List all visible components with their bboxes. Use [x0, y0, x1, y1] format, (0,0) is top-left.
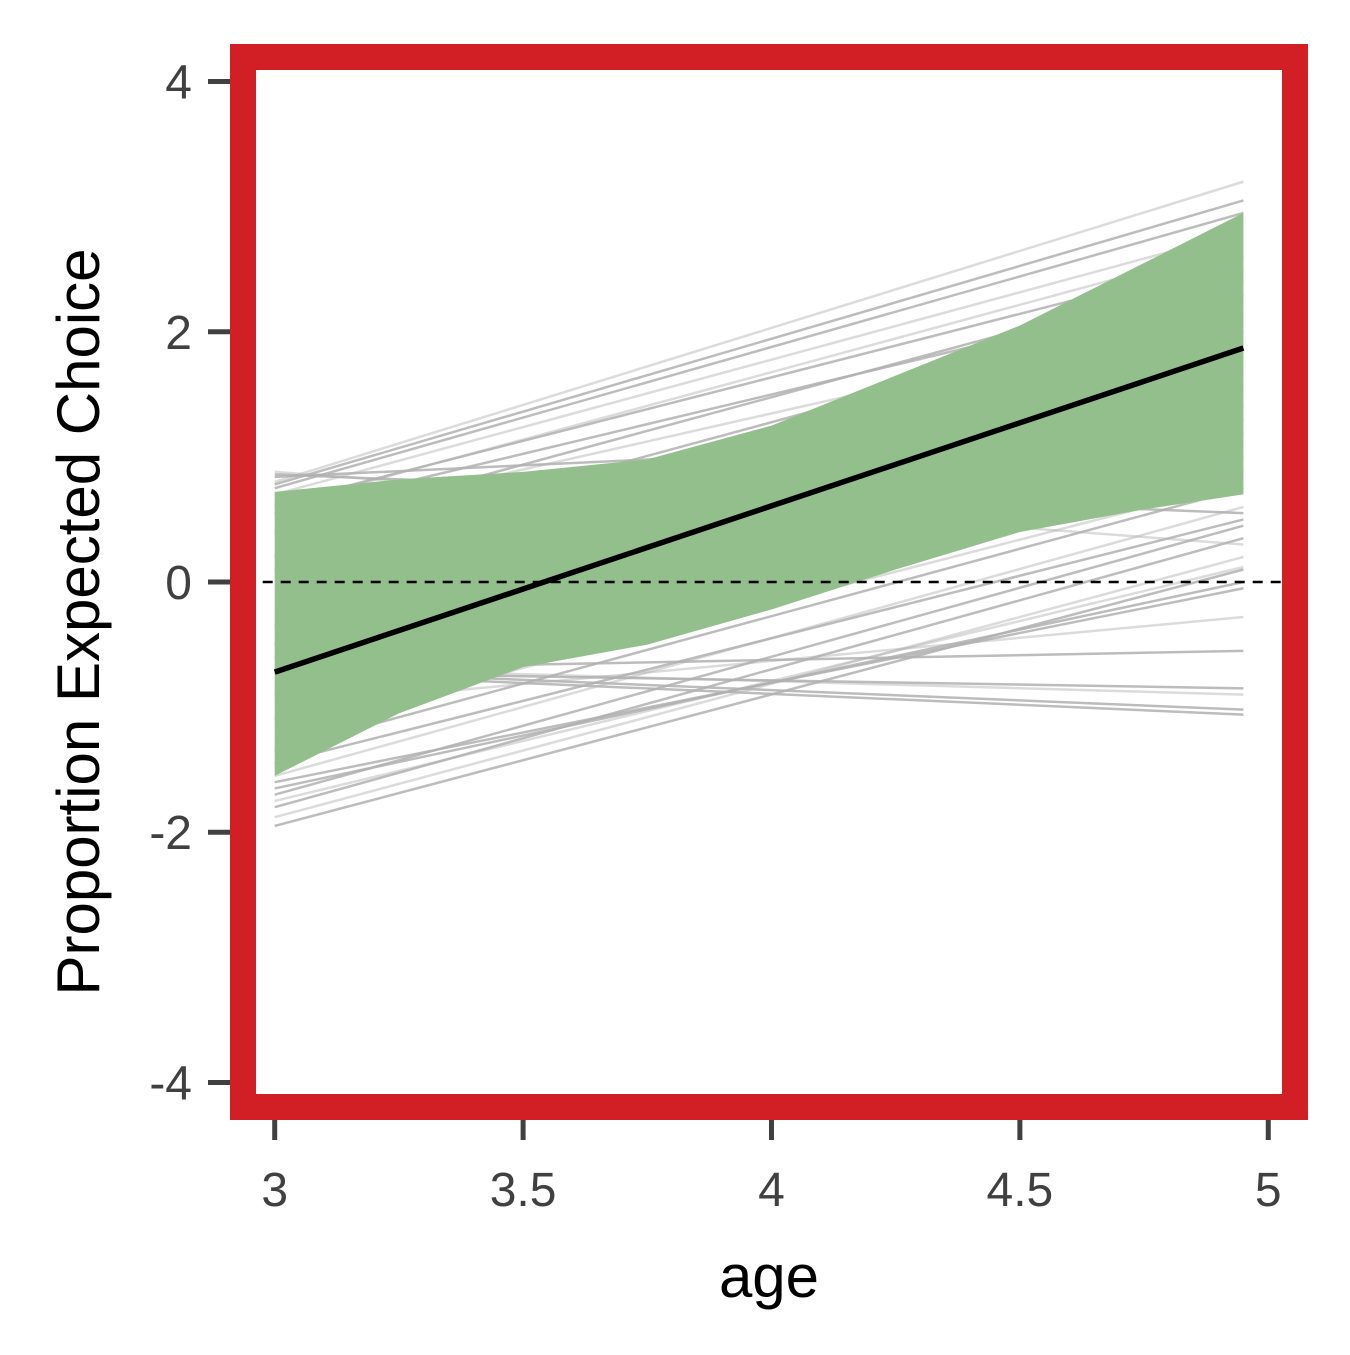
x-tick-label: 3.5 — [490, 1164, 557, 1217]
credible-band — [274, 212, 1244, 776]
posterior-draw-line — [274, 180, 1244, 484]
posterior-draw-line — [274, 568, 1244, 828]
x-tick-label: 4 — [758, 1164, 785, 1217]
credible-band-layer — [274, 212, 1244, 776]
mean-line-layer — [273, 345, 1245, 675]
posterior-draw-line — [274, 242, 1244, 509]
panel-border — [230, 44, 1308, 1120]
panel-frame-layer — [230, 44, 1308, 1120]
y-tick-label: -4 — [149, 1057, 192, 1110]
y-tick-label: 2 — [165, 307, 192, 360]
y-tick-label: 4 — [165, 57, 192, 110]
y-tick-label: 0 — [165, 557, 192, 610]
y-tick-label: -2 — [149, 807, 192, 860]
posterior-draw-line — [274, 555, 1244, 819]
posterior-draw-line — [274, 230, 1244, 496]
y-axis-title: Proportion Expected Choice — [45, 248, 112, 995]
posterior-draw-line — [274, 486, 1244, 753]
posterior-draw-line — [274, 580, 1244, 790]
posterior-draw-line — [274, 199, 1244, 486]
x-axis-title: age — [719, 1243, 819, 1310]
posterior-draw-line — [274, 565, 1244, 803]
posterior-draw-line — [274, 518, 1244, 765]
x-tick-label: 5 — [1255, 1164, 1282, 1217]
mean-trend-line — [273, 345, 1245, 675]
posterior-draw-line — [274, 211, 1244, 490]
axes-layer: -4 -2 0 2 4 3 3.5 4 4.5 5 — [149, 57, 1281, 1217]
x-tick-label: 4.5 — [987, 1164, 1054, 1217]
x-tick-label: 3 — [261, 1164, 288, 1217]
